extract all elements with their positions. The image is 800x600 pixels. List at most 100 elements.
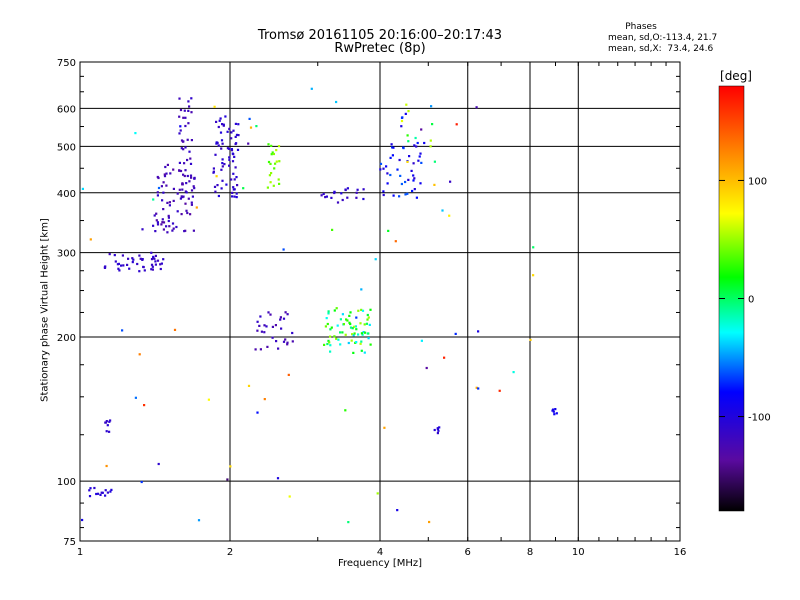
data-point bbox=[231, 160, 235, 163]
data-point bbox=[180, 213, 183, 216]
data-point bbox=[389, 156, 392, 159]
data-point bbox=[172, 199, 175, 202]
data-point bbox=[178, 188, 181, 191]
data-point bbox=[360, 340, 363, 343]
data-point bbox=[553, 413, 556, 416]
data-point bbox=[417, 159, 420, 162]
data-point bbox=[366, 313, 369, 317]
data-point bbox=[171, 222, 175, 225]
data-point bbox=[411, 189, 414, 193]
data-point bbox=[161, 221, 164, 224]
data-point bbox=[330, 326, 333, 329]
data-point bbox=[230, 149, 234, 152]
data-point bbox=[379, 168, 382, 171]
data-point bbox=[369, 308, 372, 311]
data-point bbox=[532, 246, 535, 249]
data-point bbox=[189, 162, 193, 165]
data-point bbox=[232, 186, 235, 189]
axis-ticks: 1 2 4 6 8 10 16 75 100 200 300 400 500 600 750 bbox=[57, 58, 686, 558]
data-point bbox=[336, 201, 340, 204]
data-point bbox=[404, 112, 407, 115]
data-point bbox=[408, 155, 411, 158]
data-point bbox=[360, 332, 363, 335]
data-point bbox=[436, 432, 439, 435]
data-point bbox=[179, 169, 183, 173]
data-point bbox=[104, 489, 107, 492]
data-point bbox=[232, 172, 235, 175]
data-point bbox=[415, 145, 418, 148]
data-point bbox=[166, 201, 169, 204]
data-point bbox=[182, 148, 185, 151]
data-point bbox=[341, 313, 344, 316]
data-point bbox=[139, 257, 142, 260]
data-point bbox=[414, 136, 417, 140]
data-point bbox=[193, 177, 196, 180]
data-point bbox=[406, 192, 409, 195]
data-point bbox=[197, 519, 201, 522]
data-point bbox=[162, 258, 165, 261]
data-point bbox=[400, 182, 403, 186]
data-point bbox=[105, 430, 108, 433]
data-point bbox=[263, 331, 266, 334]
data-point bbox=[234, 142, 237, 146]
data-point bbox=[178, 161, 181, 164]
data-point bbox=[229, 465, 232, 468]
data-point bbox=[220, 168, 223, 171]
data-point bbox=[216, 184, 219, 187]
data-point bbox=[359, 342, 362, 345]
data-point bbox=[333, 335, 336, 338]
data-point bbox=[266, 186, 269, 189]
data-point bbox=[286, 341, 289, 344]
data-point bbox=[184, 169, 187, 172]
data-point bbox=[362, 331, 365, 334]
data-point bbox=[407, 178, 410, 181]
data-point bbox=[128, 267, 131, 270]
y-tick-label: 500 bbox=[57, 142, 76, 153]
data-point bbox=[391, 146, 394, 149]
data-point bbox=[365, 322, 368, 325]
data-point bbox=[276, 477, 280, 480]
data-point bbox=[233, 195, 236, 198]
data-point bbox=[333, 191, 336, 194]
data-point bbox=[155, 219, 158, 222]
data-point bbox=[349, 322, 352, 326]
data-point bbox=[382, 167, 385, 170]
data-point bbox=[141, 228, 144, 231]
x-axis-label: Frequency [MHz] bbox=[337, 558, 423, 569]
data-point bbox=[221, 162, 224, 165]
data-point bbox=[162, 181, 165, 184]
data-point bbox=[228, 127, 231, 130]
data-point bbox=[407, 110, 410, 113]
data-point bbox=[555, 412, 558, 415]
data-point bbox=[168, 204, 171, 207]
data-point bbox=[173, 328, 177, 331]
data-point bbox=[280, 327, 283, 330]
data-point bbox=[156, 259, 160, 262]
data-point bbox=[554, 408, 557, 411]
data-point bbox=[183, 162, 186, 165]
data-point bbox=[512, 371, 515, 374]
data-point bbox=[179, 129, 182, 132]
data-point bbox=[187, 197, 190, 200]
data-point bbox=[136, 262, 139, 266]
data-point bbox=[425, 366, 428, 370]
data-point bbox=[351, 333, 354, 336]
data-point bbox=[392, 194, 395, 197]
data-point bbox=[217, 125, 220, 129]
data-point bbox=[118, 269, 121, 272]
data-point bbox=[339, 318, 342, 321]
data-point bbox=[143, 404, 146, 407]
data-point bbox=[235, 176, 238, 179]
data-point bbox=[157, 462, 160, 466]
data-point bbox=[190, 189, 194, 192]
data-point bbox=[214, 153, 217, 156]
data-point bbox=[394, 240, 397, 243]
data-point bbox=[182, 173, 185, 176]
data-point bbox=[429, 145, 432, 148]
data-point bbox=[154, 230, 157, 233]
data-point bbox=[167, 216, 170, 219]
data-point bbox=[113, 254, 116, 257]
data-point bbox=[156, 221, 159, 224]
data-point bbox=[320, 194, 323, 197]
